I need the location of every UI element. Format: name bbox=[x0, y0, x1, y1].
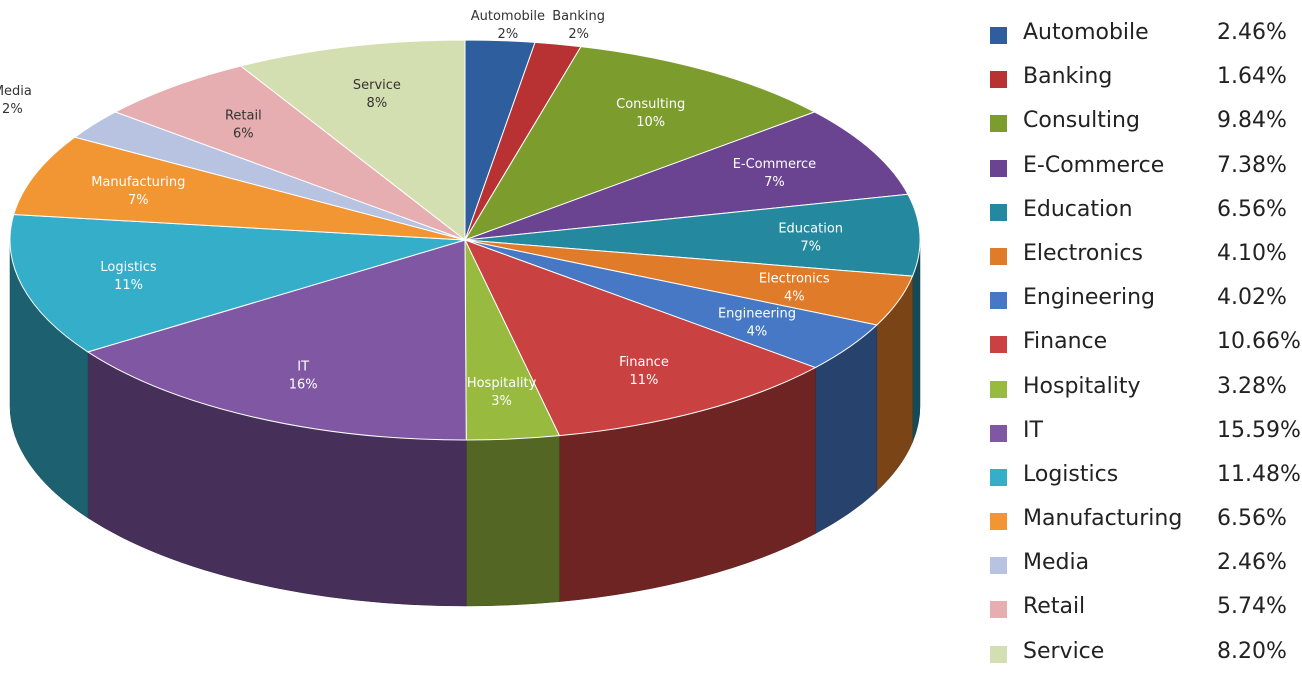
slice-manufacturing bbox=[13, 136, 466, 241]
legend-swatch bbox=[990, 380, 1007, 398]
pie-sides bbox=[9, 239, 921, 607]
legend: Automobile 2.46% Banking 1.64% Consulting 9.8… bbox=[990, 20, 1302, 683]
legend-item-logistics: Logistics 11.48% bbox=[990, 462, 1302, 506]
legend-label: Automobile bbox=[1023, 20, 1149, 45]
legend-label: E-Commerce bbox=[1023, 152, 1165, 178]
legend-value: 5.74% bbox=[1217, 594, 1287, 620]
side-hospitality bbox=[466, 435, 560, 607]
legend-label: Manufacturing bbox=[1023, 506, 1183, 532]
legend-item-engineering: Engineering 4.02% bbox=[990, 285, 1302, 329]
legend-swatch bbox=[990, 468, 1007, 486]
legend-item-hospitality: Hospitality 3.28% bbox=[990, 374, 1302, 418]
slice-label-banking: Banking 2% bbox=[552, 9, 605, 42]
legend-item-retail: Retail 5.74% bbox=[990, 594, 1302, 638]
legend-label: IT bbox=[1023, 417, 1043, 443]
legend-swatch bbox=[990, 203, 1007, 221]
legend-label: Hospitality bbox=[1023, 373, 1141, 399]
legend-value: 9.84% bbox=[1217, 108, 1287, 134]
slice-education bbox=[464, 193, 921, 277]
legend-swatch bbox=[990, 71, 1007, 89]
legend-item-it: IT 15.59% bbox=[990, 418, 1302, 462]
legend-swatch bbox=[990, 115, 1007, 133]
legend-value: 6.56% bbox=[1217, 196, 1287, 222]
slice-label-engineering: Engineering 4% bbox=[718, 306, 796, 339]
legend-value: 6.56% bbox=[1217, 506, 1287, 532]
legend-swatch bbox=[990, 513, 1007, 531]
legend-label: Electronics bbox=[1023, 240, 1143, 266]
legend-value: 4.02% bbox=[1217, 285, 1287, 311]
slice-label-it: IT 16% bbox=[289, 359, 318, 392]
legend-item-consulting: Consulting 9.84% bbox=[990, 108, 1302, 152]
slice-it bbox=[86, 239, 467, 441]
legend-item-electronics: Electronics 4.10% bbox=[990, 241, 1302, 285]
legend-swatch bbox=[990, 645, 1007, 663]
legend-label: Engineering bbox=[1023, 285, 1155, 311]
slice-label-retail: Retail 6% bbox=[225, 108, 262, 141]
legend-label: Media bbox=[1023, 550, 1090, 576]
legend-item-finance: Finance 10.66% bbox=[990, 329, 1302, 373]
legend-swatch bbox=[990, 336, 1007, 354]
slice-label-service: Service 8% bbox=[353, 78, 401, 111]
legend-value: 2.46% bbox=[1217, 550, 1287, 576]
slice-label-electronics: Electronics 4% bbox=[759, 271, 830, 304]
legend-value: 3.28% bbox=[1217, 373, 1287, 399]
legend-swatch bbox=[990, 159, 1007, 177]
legend-value: 11.48% bbox=[1217, 461, 1301, 487]
slice-label-e-commerce: E-Commerce 7% bbox=[733, 157, 816, 190]
legend-item-e-commerce: E-Commerce 7.38% bbox=[990, 153, 1302, 197]
slice-finance bbox=[464, 239, 817, 437]
legend-label: Finance bbox=[1023, 329, 1108, 355]
legend-label: Consulting bbox=[1023, 108, 1140, 134]
legend-value: 7.38% bbox=[1217, 152, 1287, 178]
legend-value: 10.66% bbox=[1217, 329, 1301, 355]
legend-label: Banking bbox=[1023, 64, 1113, 90]
slice-label-logistics: Logistics 11% bbox=[100, 260, 156, 293]
slice-label-education: Education 7% bbox=[778, 221, 843, 254]
legend-value: 15.59% bbox=[1217, 417, 1301, 443]
legend-swatch bbox=[990, 292, 1007, 310]
legend-item-media: Media 2.46% bbox=[990, 550, 1302, 594]
slice-label-consulting: Consulting 10% bbox=[616, 97, 685, 130]
slice-retail bbox=[114, 65, 466, 241]
slice-label-automobile: Automobile 2% bbox=[471, 9, 545, 42]
pie-chart: Automobile 2%Banking 2% Consulting 10% E-Comm… bbox=[0, 9, 921, 607]
legend-item-automobile: Automobile 2.46% bbox=[990, 20, 1302, 64]
legend-value: 8.20% bbox=[1217, 638, 1287, 664]
legend-item-education: Education 6.56% bbox=[990, 197, 1302, 241]
legend-value: 2.46% bbox=[1217, 20, 1287, 45]
legend-swatch bbox=[990, 424, 1007, 442]
legend-value: 1.64% bbox=[1217, 64, 1287, 90]
slice-label-manufacturing: Manufacturing 7% bbox=[91, 175, 185, 208]
slice-consulting bbox=[463, 46, 816, 241]
legend-label: Retail bbox=[1023, 594, 1086, 620]
slice-logistics bbox=[9, 213, 466, 353]
slice-service bbox=[239, 39, 466, 242]
legend-swatch bbox=[990, 557, 1007, 575]
legend-swatch bbox=[990, 601, 1007, 619]
legend-swatch bbox=[990, 27, 1007, 44]
legend-item-manufacturing: Manufacturing 6.56% bbox=[990, 506, 1302, 550]
pie-tops bbox=[9, 39, 921, 441]
pie-labels: Automobile 2%Banking 2% Consulting 10% E-Comm… bbox=[0, 9, 843, 409]
legend-item-banking: Banking 1.64% bbox=[990, 64, 1302, 108]
legend-value: 4.10% bbox=[1217, 240, 1287, 266]
legend-swatch bbox=[990, 247, 1007, 265]
slice-label-hospitality: Hospitality 3% bbox=[467, 376, 537, 409]
legend-label: Education bbox=[1023, 196, 1133, 222]
legend-label: Logistics bbox=[1023, 461, 1119, 487]
slice-label-finance: Finance 11% bbox=[619, 355, 669, 388]
slice-e-commerce bbox=[464, 111, 909, 241]
legend-item-service: Service 8.20% bbox=[990, 639, 1302, 683]
legend-label: Service bbox=[1023, 638, 1105, 664]
